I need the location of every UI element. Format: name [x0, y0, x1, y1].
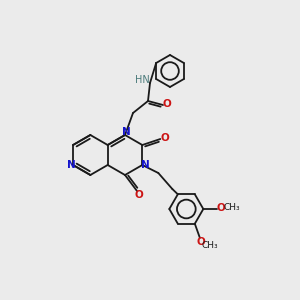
Text: CH₃: CH₃: [223, 203, 240, 212]
Text: O: O: [217, 203, 226, 213]
Text: N: N: [122, 127, 130, 137]
Text: CH₃: CH₃: [202, 241, 218, 250]
Text: HN: HN: [135, 75, 149, 85]
Text: O: O: [163, 99, 171, 109]
Text: N: N: [141, 160, 150, 170]
Text: O: O: [196, 237, 205, 247]
Text: O: O: [161, 133, 170, 143]
Text: O: O: [135, 190, 143, 200]
Text: N: N: [67, 160, 75, 170]
